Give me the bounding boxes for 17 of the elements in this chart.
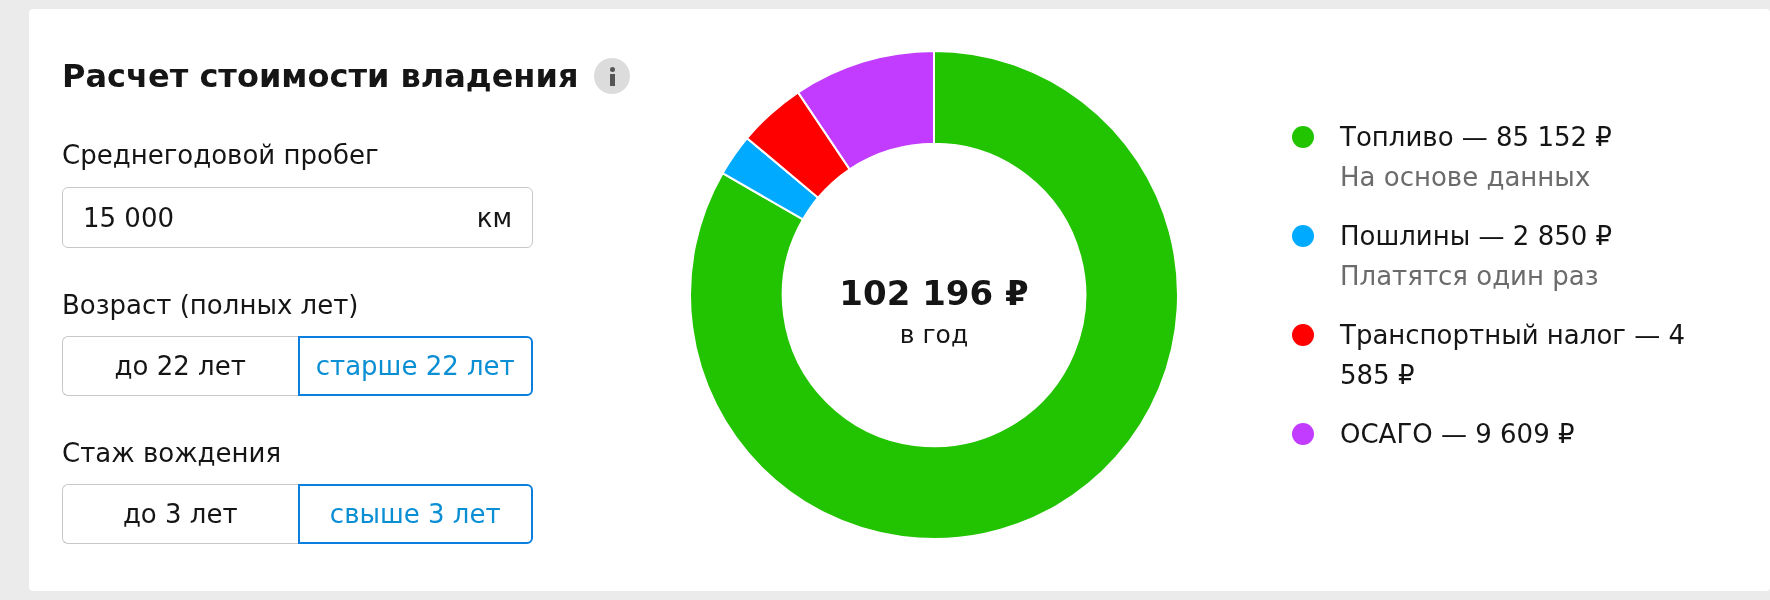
legend-label: Топливо — 85 152 ₽: [1340, 121, 1612, 154]
text: Платятся один раз: [1340, 260, 1600, 293]
text: Среднегодовой пробег: [62, 139, 380, 172]
text: На основе данных: [1340, 161, 1592, 194]
input-field: 15 000 км: [62, 187, 533, 248]
legend-label: Пошлины — 2 850 ₽: [1340, 220, 1613, 253]
legend-label: Транспортный налог — 4 585 ₽: [1340, 319, 1687, 392]
button: до 22 лет: [62, 336, 298, 396]
text: Возраст (полных лет): [62, 289, 360, 322]
button: до 3 лет: [62, 484, 298, 544]
legend-label: ОСАГО — 9 609 ₽: [1340, 418, 1575, 451]
text: Стаж вождения: [62, 437, 283, 470]
text: 102 196 ₽: [838, 272, 1030, 315]
text: в год: [898, 319, 970, 351]
text: Расчет стоимости владения: [62, 56, 579, 97]
button: свыше 3 лет: [297, 484, 533, 544]
button: старше 22 лет: [297, 336, 533, 396]
